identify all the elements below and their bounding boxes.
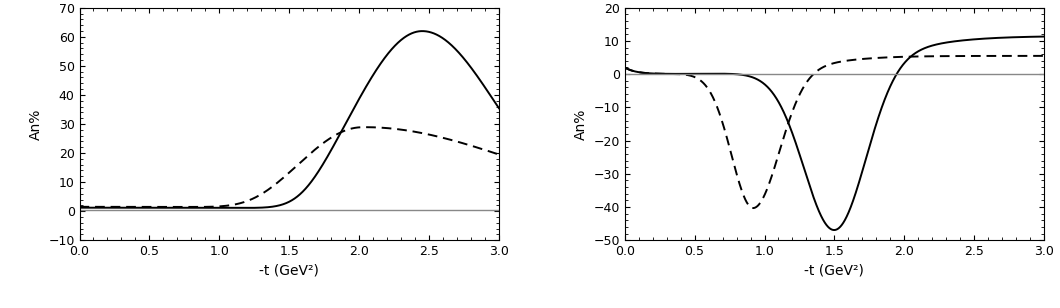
Y-axis label: An%: An% <box>573 108 588 140</box>
X-axis label: -t (GeV²): -t (GeV²) <box>805 264 864 278</box>
X-axis label: -t (GeV²): -t (GeV²) <box>260 264 319 278</box>
Y-axis label: An%: An% <box>29 108 42 140</box>
